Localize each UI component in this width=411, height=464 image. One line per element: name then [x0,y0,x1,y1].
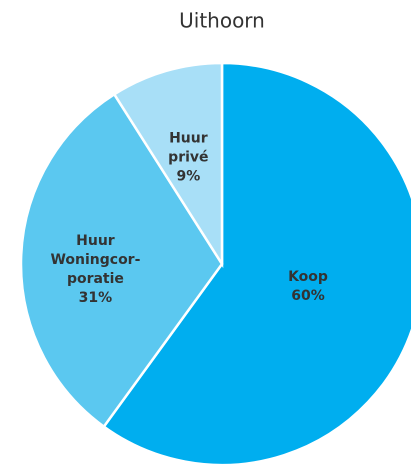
slice-value-label: 60% [291,288,325,304]
slice-value-label: 31% [79,290,113,306]
slice-value-label: 9% [176,169,200,185]
chart-title: Uithoorn [179,9,265,33]
slice-label: Koop [288,269,328,285]
pie-slice [112,61,224,269]
pie-slice [19,92,224,429]
pie-slice [102,61,411,464]
slice-label: Huur privé [168,131,208,166]
slice-label: Huur Woningcor-poratie [50,233,140,287]
